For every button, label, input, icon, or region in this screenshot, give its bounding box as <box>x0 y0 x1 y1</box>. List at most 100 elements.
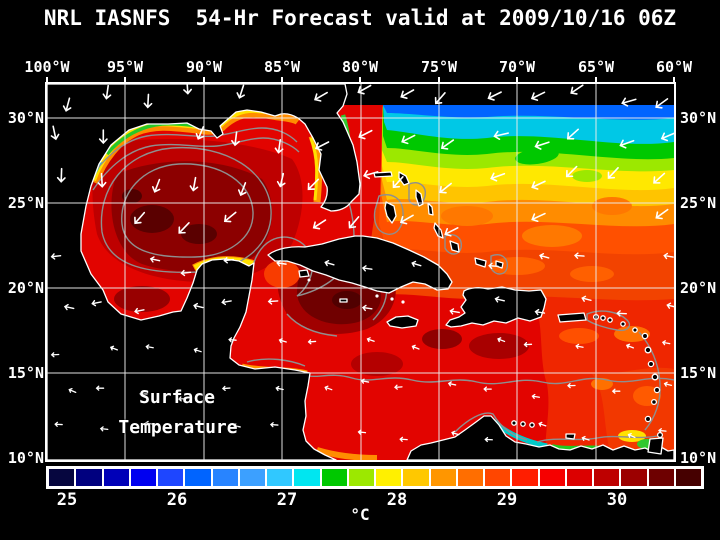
wind-arrow <box>221 385 231 392</box>
wind-arrow <box>102 84 112 100</box>
lat-label-right: 15°N <box>680 364 717 382</box>
colorbar-swatch <box>674 468 702 487</box>
wind-arrow <box>625 343 635 349</box>
map-annotation-line1: Surface <box>139 387 215 408</box>
wind-arrow <box>611 388 621 394</box>
land-margarita <box>565 433 576 440</box>
wind-arrow <box>151 178 161 193</box>
wind-arrow <box>627 432 636 439</box>
wind-arrow <box>493 130 509 140</box>
land-cuba <box>267 235 453 294</box>
colorbar-tick-label: 25 <box>56 490 78 510</box>
wind-arrow <box>62 97 72 112</box>
wind-arrow <box>99 426 109 432</box>
wind-arrow <box>180 269 192 277</box>
lat-label-left: 25°N <box>7 194 44 212</box>
domain-mask <box>336 84 674 105</box>
wind-arrow <box>497 337 506 343</box>
wind-arrow <box>139 391 148 397</box>
wind-arrow <box>324 259 335 267</box>
wind-arrow <box>275 385 284 392</box>
wind-arrow <box>307 339 317 345</box>
wind-arrow <box>193 347 202 353</box>
wind-arrow <box>307 178 320 191</box>
colorbar-swatch <box>48 468 76 487</box>
wind-arrow <box>68 387 77 394</box>
wind-arrow <box>278 338 287 344</box>
wind-arrow <box>567 383 576 389</box>
wind-arrow <box>95 385 105 391</box>
wind-arrow <box>653 172 666 184</box>
wind-arrow <box>91 299 102 307</box>
wind-arrow <box>134 307 145 315</box>
wind-arrow <box>98 129 108 145</box>
top-tick <box>281 77 283 82</box>
colorbar-swatch <box>620 468 648 487</box>
wind-arrow <box>484 436 493 443</box>
wind-arrow <box>399 214 414 225</box>
wind-arrow <box>400 89 415 99</box>
wind-arrow <box>149 256 161 263</box>
land-trinidad <box>647 437 664 455</box>
wind-arrow <box>531 212 546 223</box>
wind-arrow <box>439 182 452 194</box>
colorbar-swatch <box>402 468 430 487</box>
land-lesser-antilles <box>511 313 664 439</box>
wind-arrow <box>619 139 635 149</box>
colorbar-swatch <box>511 468 539 487</box>
colorbar-tick-label: 29 <box>496 490 518 510</box>
page-title: NRL IASNFS 54-Hr Forecast valid at 2009/… <box>43 6 677 30</box>
wind-arrow <box>616 310 627 317</box>
wind-arrow <box>440 139 455 150</box>
top-tick <box>673 77 675 82</box>
wind-arrow <box>314 91 328 102</box>
wind-arrow <box>534 140 550 150</box>
colorbar-tick-label: 28 <box>386 490 408 510</box>
wind-arrow <box>315 141 330 151</box>
wind-arrow <box>276 172 286 188</box>
wind-arrow <box>539 253 550 260</box>
colorbar-swatch <box>75 468 103 487</box>
wind-arrow <box>399 436 408 442</box>
cays <box>307 278 405 304</box>
colorbar-swatch <box>429 468 457 487</box>
wind-arrow <box>444 227 459 237</box>
wind-arrow <box>434 92 446 105</box>
wind-arrow <box>267 298 279 305</box>
wind-arrow <box>189 176 199 192</box>
wind-arrow <box>143 93 153 109</box>
wind-arrow <box>324 385 333 391</box>
wind-arrow <box>56 167 66 183</box>
wind-arrow <box>566 128 580 140</box>
wind-arrow <box>447 381 457 387</box>
colorbar-swatch <box>375 468 403 487</box>
wind-arrow <box>411 260 422 267</box>
colorbar-tick-label: 26 <box>166 490 188 510</box>
colorbar-swatch <box>484 468 512 487</box>
land-puerto-rico <box>557 312 587 323</box>
wind-arrow <box>97 172 107 188</box>
lat-label-right: 10°N <box>680 449 717 467</box>
wind-arrow <box>565 165 578 178</box>
wind-arrow <box>411 344 420 350</box>
wind-arrow <box>193 302 204 310</box>
colorbar-swatch <box>266 468 294 487</box>
wind-arrow <box>581 295 592 302</box>
sst-map <box>47 84 674 460</box>
colorbar-swatch <box>129 468 157 487</box>
wind-arrow <box>312 219 327 230</box>
wind-arrow <box>50 352 60 358</box>
colorbar-tick-label: 30 <box>606 490 628 510</box>
colorbar-swatch <box>593 468 621 487</box>
lon-label: 100°W <box>24 58 70 76</box>
wind-arrow <box>494 296 505 303</box>
wind-arrow <box>363 170 379 180</box>
lon-label: 60°W <box>655 58 693 76</box>
colorbar-swatch <box>647 468 675 487</box>
colorbar-unit: °C <box>350 505 370 524</box>
wind-arrow <box>570 84 584 95</box>
wind-arrow <box>621 97 637 107</box>
wind-arrow <box>237 182 247 197</box>
wind-arrow <box>531 180 546 190</box>
